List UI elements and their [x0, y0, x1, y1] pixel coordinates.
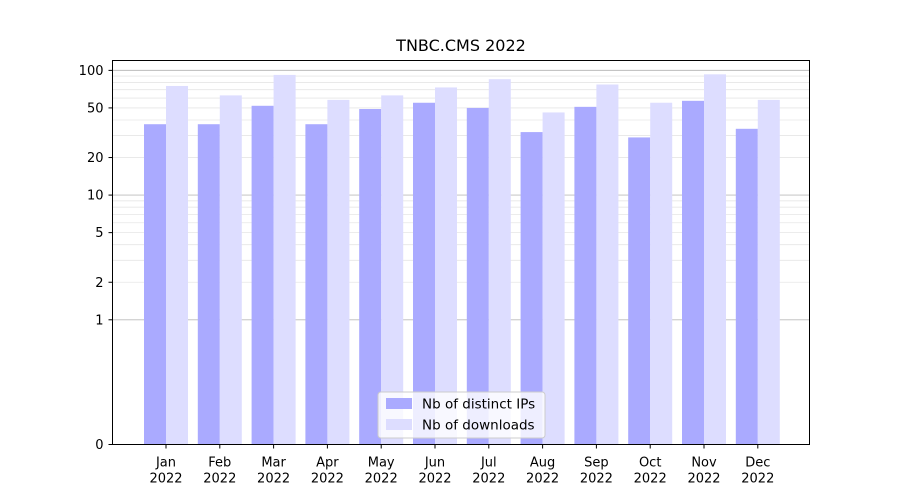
x-tick-label: Feb 2022	[203, 456, 236, 487]
x-tick-label: Mar 2022	[257, 456, 290, 487]
bar-distinct-ips-10	[682, 100, 704, 445]
bar-distinct-ips-9	[628, 137, 651, 445]
bar-distinct-ips-0	[144, 124, 166, 445]
bar-downloads-8	[596, 84, 619, 445]
y-tick-label: 5	[95, 226, 103, 241]
y-tick-label: 100	[79, 64, 104, 79]
x-axis: Jan 2022 Feb 2022 Mar 2022 Apr 2022 May 2022 Jun 20…	[149, 444, 774, 487]
bar-downloads-3	[327, 99, 350, 445]
bar-downloads-2	[273, 74, 296, 445]
x-tick-label: Nov 2022	[687, 456, 720, 487]
chart-title: TNBC.CMS 2022	[395, 36, 526, 55]
y-axis: 0 1 2 5 10 20 50 100	[79, 64, 113, 453]
x-tick-label: Oct 2022	[634, 456, 667, 487]
y-tick-label: 10	[87, 189, 104, 204]
x-tick-label: Jan 2022	[149, 456, 182, 487]
bar-distinct-ips-7	[520, 132, 543, 445]
legend-box	[377, 391, 546, 439]
bar-distinct-ips-3	[305, 124, 328, 445]
y-tick-label: 1	[95, 313, 103, 328]
bar-downloads-10	[704, 74, 726, 445]
bar-distinct-ips-1	[197, 124, 220, 445]
x-tick-label: May 2022	[365, 456, 398, 487]
legend-swatch-downloads	[386, 419, 412, 430]
bar-downloads-7	[542, 112, 565, 445]
bar-distinct-ips-5	[413, 102, 435, 445]
legend-label-ips: Nb of distinct IPs	[422, 397, 535, 413]
bar-distinct-ips-2	[251, 105, 274, 445]
bar-distinct-ips-8	[574, 106, 597, 445]
x-tick-label: Apr 2022	[311, 456, 344, 487]
bar-distinct-ips-4	[359, 109, 382, 445]
plot-frame	[112, 60, 810, 445]
x-tick-label: Jul 2022	[472, 456, 505, 487]
bar-downloads-9	[650, 102, 673, 445]
bar-downloads-0	[166, 85, 188, 445]
x-tick-label: Dec 2022	[741, 456, 774, 487]
y-tick-label: 20	[87, 151, 104, 166]
x-tick-label: Sep 2022	[580, 456, 613, 487]
legend: Nb of distinct IPs Nb of downloads	[377, 391, 546, 439]
x-tick-label: Aug 2022	[526, 456, 559, 487]
bar-downloads-11	[757, 99, 780, 445]
bar-downloads-1	[219, 95, 242, 445]
bars	[144, 74, 780, 445]
bar-distinct-ips-6	[466, 107, 489, 445]
legend-label-downloads: Nb of downloads	[422, 418, 535, 434]
bar-downloads-4	[381, 95, 404, 445]
bar-downloads-6	[488, 79, 511, 445]
y-tick-label: 0	[95, 438, 103, 453]
y-tick-label: 50	[87, 101, 104, 116]
bar-downloads-5	[435, 87, 457, 445]
x-tick-label: Jun 2022	[418, 456, 451, 487]
y-tick-label: 2	[95, 276, 103, 291]
legend-swatch-ips	[386, 398, 412, 409]
bar-distinct-ips-11	[735, 128, 758, 445]
